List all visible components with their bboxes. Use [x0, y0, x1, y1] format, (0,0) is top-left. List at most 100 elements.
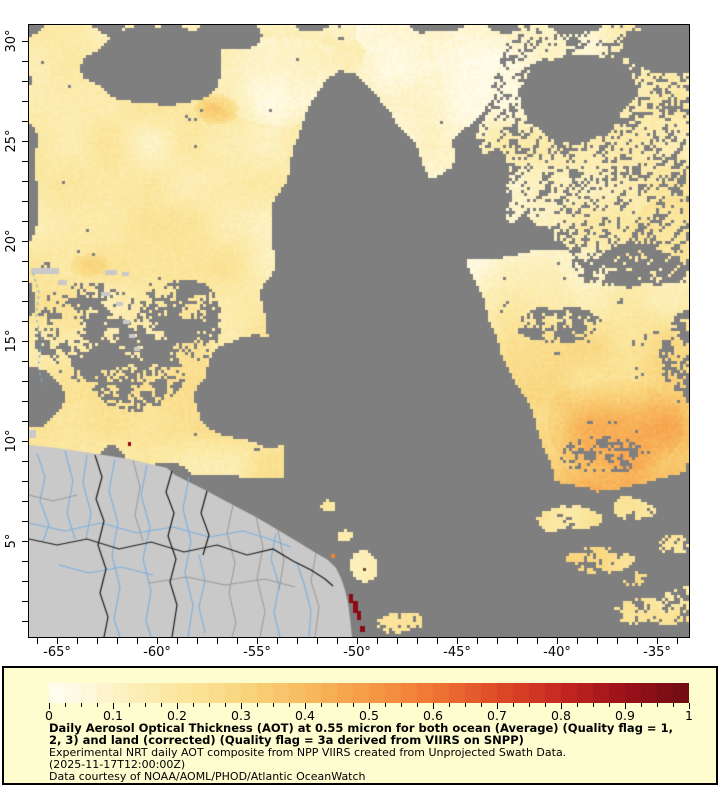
lat-tick — [22, 341, 28, 342]
lon-tick — [497, 638, 498, 644]
colorbar-label: 0.7 — [487, 708, 507, 723]
lon-tick — [297, 638, 298, 644]
lon-tick — [517, 638, 518, 644]
lon-tick — [437, 638, 438, 644]
lon-tick — [277, 638, 278, 644]
lat-tick — [22, 541, 28, 542]
colorbar-tick — [449, 703, 450, 707]
colorbar-tick — [113, 703, 114, 709]
lat-tick — [22, 201, 28, 202]
lat-tick — [22, 101, 28, 102]
lon-tick — [417, 638, 418, 644]
colorbar-tick — [289, 703, 290, 707]
lat-tick — [22, 161, 28, 162]
lon-tick — [257, 638, 258, 644]
lon-tick — [597, 638, 598, 644]
colorbar-tick — [225, 703, 226, 707]
colorbar-tick — [513, 703, 514, 707]
lat-tick — [22, 441, 28, 442]
lat-tick — [22, 361, 28, 362]
colorbar-tick — [81, 703, 82, 707]
legend-title-line2: 2, 3) and land (corrected) (Quality flag… — [49, 733, 524, 747]
legend-timestamp: (2025-11-17T12:00:00Z) — [49, 758, 186, 771]
lat-tick — [22, 41, 28, 42]
lon-tick — [357, 638, 358, 644]
colorbar-tick — [545, 703, 546, 707]
lat-tick — [22, 261, 28, 262]
colorbar-tick — [161, 703, 162, 707]
lat-tick-label: 25° — [4, 129, 19, 153]
lon-tick — [157, 638, 158, 644]
lon-tick — [317, 638, 318, 644]
colorbar-tick — [561, 703, 562, 709]
lat-tick-label: 10° — [4, 429, 19, 453]
colorbar-tick — [65, 703, 66, 707]
lat-tick — [22, 141, 28, 142]
lon-tick — [377, 638, 378, 644]
lon-tick — [77, 638, 78, 644]
lon-tick — [57, 638, 58, 644]
lat-tick — [22, 601, 28, 602]
lon-tick — [217, 638, 218, 644]
colorbar-tick — [241, 703, 242, 709]
lon-tick — [637, 638, 638, 644]
lon-tick — [677, 638, 678, 644]
lon-tick — [237, 638, 238, 644]
lat-tick — [22, 241, 28, 242]
lat-tick — [22, 321, 28, 322]
colorbar-tick — [593, 703, 594, 707]
lat-tick — [22, 621, 28, 622]
lat-tick-label: 30° — [4, 29, 19, 53]
colorbar-tick — [273, 703, 274, 707]
legend-subtitle: Experimental NRT daily AOT composite fro… — [49, 746, 567, 759]
colorbar-label: 0.5 — [359, 708, 379, 723]
colorbar-label: 0.9 — [615, 708, 635, 723]
colorbar-tick — [193, 703, 194, 707]
aot-map-canvas — [29, 25, 689, 637]
lat-tick — [22, 401, 28, 402]
lon-tick — [137, 638, 138, 644]
lon-tick-label: -45° — [443, 645, 471, 660]
colorbar-tick — [129, 703, 130, 707]
legend-credit: Data courtesy of NOAA/AOML/PHOD/Atlantic… — [49, 770, 366, 783]
lon-tick — [117, 638, 118, 644]
colorbar-tick — [401, 703, 402, 707]
lon-tick — [537, 638, 538, 644]
lat-tick — [22, 301, 28, 302]
lon-tick — [557, 638, 558, 644]
lon-tick — [577, 638, 578, 644]
lat-tick — [22, 461, 28, 462]
lon-tick-label: -50° — [343, 645, 371, 660]
colorbar-label: 0.2 — [167, 708, 187, 723]
lon-tick — [197, 638, 198, 644]
lat-tick — [22, 181, 28, 182]
colorbar-label: 1 — [685, 708, 693, 723]
colorbar-tick — [529, 703, 530, 707]
colorbar-tick — [385, 703, 386, 707]
lon-tick-label: -40° — [543, 645, 571, 660]
colorbar-tick — [209, 703, 210, 707]
lat-tick — [22, 221, 28, 222]
lat-tick — [22, 421, 28, 422]
lon-tick — [397, 638, 398, 644]
colorbar-tick — [465, 703, 466, 707]
lat-tick — [22, 61, 28, 62]
colorbar-tick — [577, 703, 578, 707]
colorbar-label: 0.3 — [231, 708, 251, 723]
lon-tick — [37, 638, 38, 644]
lon-tick — [97, 638, 98, 644]
map-panel: 30° 25° 20° 15° 10° 5° -65° -60° -55° -50° -45° -40… — [4, 24, 690, 660]
colorbar-label: 0 — [45, 708, 53, 723]
colorbar-tick — [49, 703, 50, 709]
lat-tick-label: 15° — [4, 329, 19, 353]
lat-tick-label: 20° — [4, 229, 19, 253]
colorbar-tick — [97, 703, 98, 707]
lon-tick — [457, 638, 458, 644]
lat-tick — [22, 501, 28, 502]
colorbar-tick — [177, 703, 178, 709]
colorbar-tick — [257, 703, 258, 707]
colorbar-tick — [305, 703, 306, 709]
lon-tick — [617, 638, 618, 644]
colorbar-tick — [145, 703, 146, 707]
